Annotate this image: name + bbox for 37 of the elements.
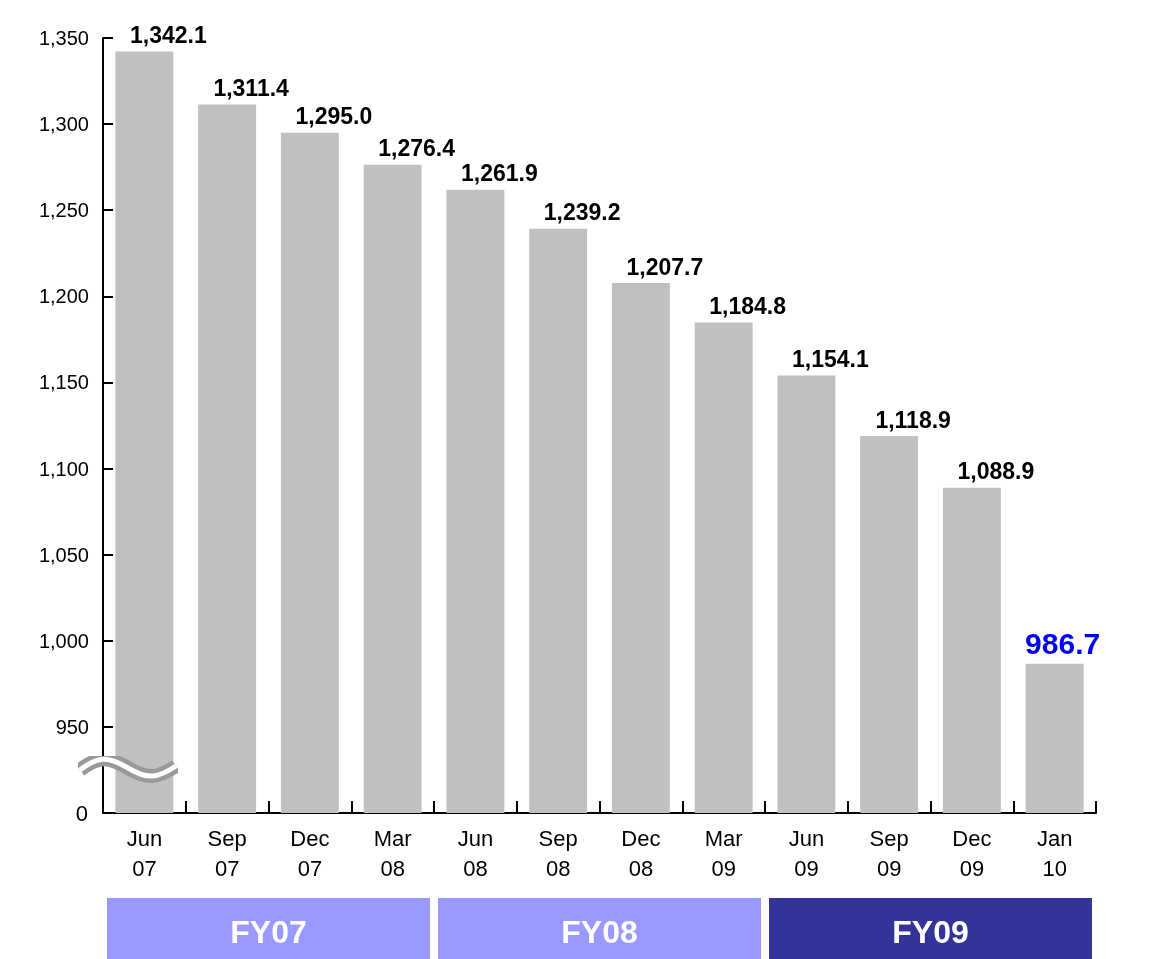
- y-tick-label: 1,050: [38, 543, 89, 566]
- y-tick-label: 1,250: [38, 199, 89, 222]
- x-tick-label: Sep 08: [538, 825, 578, 881]
- text: FY08: [561, 914, 638, 950]
- text: FY09: [892, 914, 969, 950]
- y-tick-label: 950: [55, 715, 89, 738]
- data-label: 1,088.9: [957, 458, 1035, 485]
- x-tick-label: Mar 08: [373, 825, 412, 881]
- x-tick-label: Jun 09: [788, 825, 825, 881]
- data-label: 1,261.9: [461, 160, 538, 187]
- y-tick-label: 1,100: [38, 457, 89, 480]
- y-tick-label: 1,150: [38, 371, 89, 394]
- data-label: 1,118.9: [875, 406, 951, 433]
- data-label: 1,154.1: [792, 345, 869, 372]
- x-tick-label: Jun 08: [457, 825, 494, 881]
- x-tick-label: Dec 07: [290, 825, 330, 881]
- x-tick-label: Sep 09: [869, 825, 909, 881]
- x-tick-label: Dec 09: [952, 825, 992, 881]
- data-label: 1,239.2: [543, 199, 621, 226]
- data-label: 986.7: [1025, 627, 1101, 661]
- y-tick-label: 1,200: [38, 285, 89, 308]
- data-label: 1,342.1: [130, 22, 207, 49]
- data-label: 1,184.8: [709, 293, 787, 320]
- text: FY07: [230, 914, 307, 950]
- x-tick-label: Jan 10: [1036, 825, 1073, 881]
- y-tick-label: 1,350: [38, 27, 89, 49]
- x-tick-label: Dec 08: [621, 825, 661, 881]
- x-tick-label: Jun 07: [126, 825, 163, 881]
- data-label: 1,276.4: [378, 135, 456, 162]
- x-tick-label: Sep 07: [207, 825, 247, 881]
- text: 0: [75, 800, 88, 826]
- x-tick-label: Mar 09: [704, 825, 743, 881]
- y-tick-label: 1,300: [38, 113, 89, 136]
- data-label: 1,207.7: [626, 253, 704, 280]
- data-label: 1,295.0: [295, 103, 373, 130]
- y-tick-label: 1,000: [38, 629, 89, 652]
- data-label: 1,311.4: [213, 74, 290, 101]
